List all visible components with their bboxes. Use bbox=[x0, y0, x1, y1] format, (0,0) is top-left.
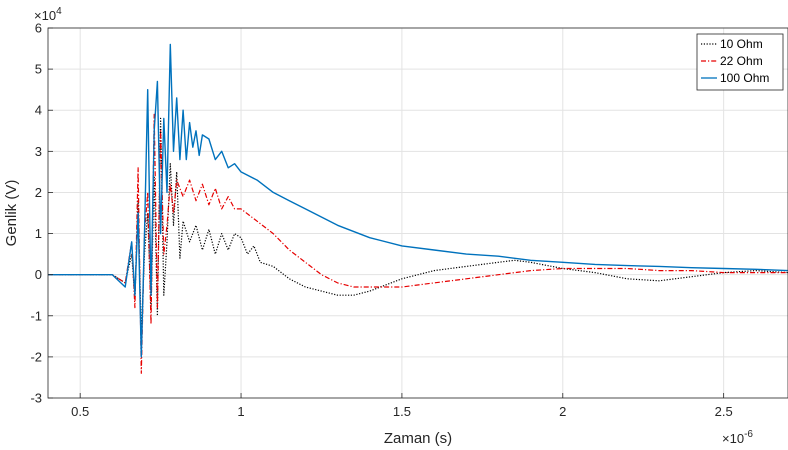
y-multiplier-base: ×10 bbox=[34, 8, 56, 23]
x-tick-label: 1.5 bbox=[393, 404, 411, 419]
y-axis-label: Genlik (V) bbox=[3, 180, 20, 247]
x-tick-label: 2 bbox=[559, 404, 566, 419]
legend: 10 Ohm 22 Ohm 100 Ohm bbox=[696, 33, 784, 91]
x-axis-label: Zaman (s) bbox=[384, 430, 452, 447]
y-tick-label: -1 bbox=[30, 308, 42, 323]
legend-box bbox=[696, 33, 784, 91]
series-line-100-ohm bbox=[48, 43, 788, 358]
plot-frame bbox=[47, 27, 788, 399]
legend-label: 10 Ohm bbox=[720, 37, 763, 51]
series-line-22-ohm bbox=[48, 113, 788, 374]
y-tick-label: 3 bbox=[35, 144, 42, 159]
y-tick-label: 0 bbox=[35, 267, 42, 282]
x-multiplier: ×10-6 bbox=[722, 429, 753, 446]
y-tick-label: 5 bbox=[35, 62, 42, 77]
x-tick-label: 0.5 bbox=[71, 404, 89, 419]
y-tick-label: 2 bbox=[35, 185, 42, 200]
y-tick-label: -2 bbox=[30, 349, 42, 364]
y-multiplier-exponent: 4 bbox=[56, 6, 62, 17]
legend-label: 100 Ohm bbox=[720, 71, 769, 85]
y-tick-label: 1 bbox=[35, 226, 42, 241]
legend-label: 22 Ohm bbox=[720, 54, 763, 68]
y-multiplier: ×104 bbox=[34, 6, 62, 23]
y-tick-label: 4 bbox=[35, 103, 42, 118]
x-tick-label: 1 bbox=[237, 404, 244, 419]
y-tick-label: 6 bbox=[35, 21, 42, 36]
ticks: 0.5 1 1.5 2 2.5 -3 -2 -1 0 1 2 3 4 5 6 bbox=[30, 21, 732, 420]
series-layer bbox=[48, 43, 788, 374]
x-tick-label: 2.5 bbox=[715, 404, 733, 419]
x-multiplier-exponent: -6 bbox=[744, 429, 753, 440]
y-tick-label: -3 bbox=[30, 391, 42, 406]
x-multiplier-base: ×10 bbox=[722, 431, 744, 446]
